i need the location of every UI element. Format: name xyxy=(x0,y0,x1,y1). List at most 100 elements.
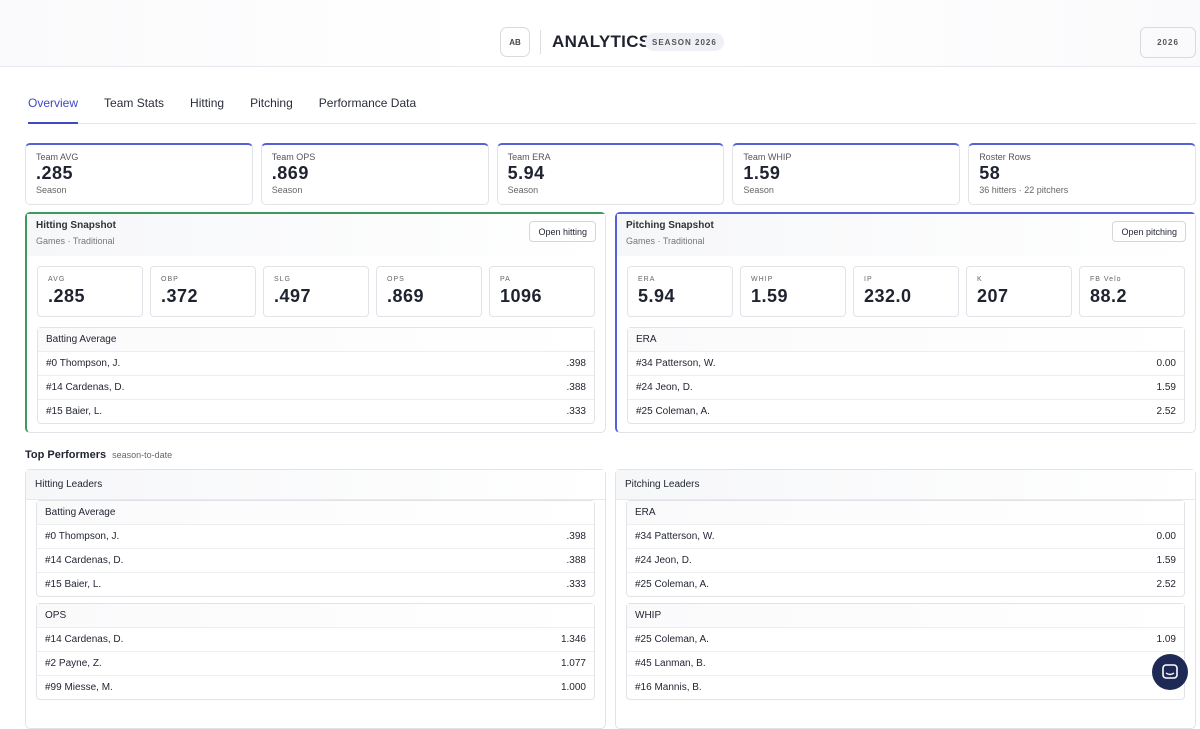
chat-icon xyxy=(1162,664,1178,679)
metric-label: OPS xyxy=(387,276,405,283)
metric-value: .285 xyxy=(48,286,86,306)
stat-value: .333 xyxy=(566,406,586,417)
snapshot-title: Pitching Snapshot xyxy=(626,220,714,231)
metric-label: AVG xyxy=(48,276,66,283)
metric-label: IP xyxy=(864,276,873,283)
metric-value: .372 xyxy=(161,286,199,306)
metrics: ERA 5.94 WHIP 1.59 IP 232.0 K 207 FB Velo 88.2 xyxy=(617,256,1195,317)
tab[interactable]: Overview xyxy=(28,96,79,124)
leaderboard-row: #25 Coleman, A. 2.52 xyxy=(628,399,1184,423)
card-value: 1.59 xyxy=(743,163,781,183)
leaders-title: Pitching Leaders xyxy=(616,470,1195,500)
separator xyxy=(540,30,541,54)
summary-card: Team ERA 5.94 Season xyxy=(496,143,725,205)
logo: AB xyxy=(500,27,530,57)
season-badge: SEASON 2026 xyxy=(645,33,724,51)
leaderboard-row: #14 Cardenas, D. 1.346 xyxy=(37,627,594,651)
leaders-title: Hitting Leaders xyxy=(26,470,605,500)
snapshot-subtitle: Games · Traditional xyxy=(36,236,115,246)
metric: OPS .869 xyxy=(376,266,482,317)
metric-label: FB Velo xyxy=(1090,276,1122,283)
snapshot-header: Pitching Snapshot Games · Traditional Open… xyxy=(617,214,1195,256)
leaderboard: ERA #34 Patterson, W. 0.00 #24 Jeon, D. 1.59… xyxy=(626,500,1185,597)
player-name: #0 Thompson, J. xyxy=(46,358,121,369)
snapshot-title: Hitting Snapshot xyxy=(36,220,116,231)
leaderboard: WHIP #25 Coleman, A. 1.09 #45 Lanman, B.1.1… xyxy=(626,603,1185,700)
summary-card: Team AVG .285 Season xyxy=(25,143,253,205)
tab-bar: Overview Team Stats Hitting Pitching Perform… xyxy=(28,96,1196,124)
metric-value: .497 xyxy=(274,286,312,306)
stat-value: 1.000 xyxy=(560,682,586,693)
card-note: Season xyxy=(36,185,67,195)
player-name: #24 Jeon, D. xyxy=(636,382,693,393)
leaderboard-row: #0 Thompson, J. .398 xyxy=(37,524,594,548)
leaderboard-row: #25 Coleman, A. 2.52 xyxy=(627,572,1184,596)
metric-value: 232.0 xyxy=(864,286,912,306)
leaderboard-title: Batting Average xyxy=(38,328,594,351)
stat-value: 1.346 xyxy=(560,634,586,645)
snapshot-panel: Hitting Snapshot Games · Traditional Open … xyxy=(25,212,606,433)
player-name: #34 Patterson, W. xyxy=(635,531,715,542)
snapshot-panel: Pitching Snapshot Games · Traditional Open… xyxy=(615,212,1196,433)
leaderboard-row: #34 Patterson, W. 0.00 xyxy=(628,351,1184,375)
card-note: 36 hitters · 22 pitchers xyxy=(979,185,1069,195)
player-name: #25 Coleman, A. xyxy=(635,579,709,590)
tab[interactable]: Pitching xyxy=(250,96,293,110)
player-name: #25 Coleman, A. xyxy=(636,406,710,417)
leaderboard-row: #2 Payne, Z. 1.077 xyxy=(37,651,594,675)
tab[interactable]: Performance Data xyxy=(318,96,417,110)
metric: ERA 5.94 xyxy=(627,266,733,317)
section-heading: Top Performers xyxy=(25,449,107,461)
card-value: .285 xyxy=(36,163,74,183)
stat-value: 1.59 xyxy=(1156,382,1176,393)
metric-value: 207 xyxy=(977,286,1009,306)
card-label: Team ERA xyxy=(507,152,551,162)
stat-value: 2.52 xyxy=(1156,579,1176,590)
metric-label: WHIP xyxy=(751,276,774,283)
section-title: Top Performers season-to-date xyxy=(25,449,172,461)
metric-label: PA xyxy=(500,276,511,283)
leaders-panel: Pitching Leaders ERA #34 Patterson, W. 0.00… xyxy=(615,469,1196,729)
metric: PA 1096 xyxy=(489,266,595,317)
player-name: #14 Cardenas, D. xyxy=(45,634,124,645)
leaderboard-title: ERA xyxy=(627,501,1184,524)
stat-value: 0.00 xyxy=(1156,358,1176,369)
card-label: Team WHIP xyxy=(743,152,792,162)
leaderboard: Batting Average #0 Thompson, J. .398 #14 Ca… xyxy=(36,500,595,597)
year-selector[interactable]: 2026 xyxy=(1140,27,1196,58)
leaderboard-title: Batting Average xyxy=(37,501,594,524)
open-button[interactable]: Open pitching xyxy=(1112,221,1186,242)
open-button[interactable]: Open hitting xyxy=(529,221,596,242)
metrics: AVG .285 OBP .372 SLG .497 OPS .869 PA 1096 xyxy=(27,256,605,317)
tab[interactable]: Hitting xyxy=(190,96,225,110)
player-name: #99 Miesse, M. xyxy=(45,682,113,693)
stat-value: 1.09 xyxy=(1156,634,1176,645)
tab[interactable]: Team Stats xyxy=(104,96,165,110)
stat-value: .398 xyxy=(566,531,586,542)
leaderboard: Batting Average #0 Thompson, J. .398 #14 Ca… xyxy=(37,327,595,424)
player-name: #24 Jeon, D. xyxy=(635,555,692,566)
stat-value: .388 xyxy=(566,382,586,393)
leaderboard: ERA #34 Patterson, W. 0.00 #24 Jeon, D. 1.59… xyxy=(627,327,1185,424)
summary-card: Roster Rows 58 36 hitters · 22 pitchers xyxy=(968,143,1196,205)
chat-button[interactable] xyxy=(1152,654,1188,690)
player-name: #15 Baier, L. xyxy=(46,406,103,417)
metric: WHIP 1.59 xyxy=(740,266,846,317)
leaderboard-title: WHIP xyxy=(627,604,1184,627)
section-note: season-to-date xyxy=(112,450,173,460)
leaderboard-row: #25 Coleman, A. 1.09 xyxy=(627,627,1184,651)
summary-cards: Team AVG .285 Season Team OPS .869 Season Team… xyxy=(25,143,1196,205)
card-label: Roster Rows xyxy=(979,152,1031,162)
metric: AVG .285 xyxy=(37,266,143,317)
metric-value: 5.94 xyxy=(638,286,676,306)
app-title: ANALYTICS xyxy=(552,32,651,51)
metric: OBP .372 xyxy=(150,266,256,317)
stat-value: .398 xyxy=(566,358,586,369)
leaderboard-row: #16 Mannis, B. xyxy=(627,675,1184,699)
player-name: #16 Mannis, B. xyxy=(635,682,702,693)
leaderboard-row: #24 Jeon, D. 1.59 xyxy=(627,548,1184,572)
metric-label: OBP xyxy=(161,276,179,283)
metric-value: 88.2 xyxy=(1090,286,1128,306)
metric-label: SLG xyxy=(274,276,292,283)
